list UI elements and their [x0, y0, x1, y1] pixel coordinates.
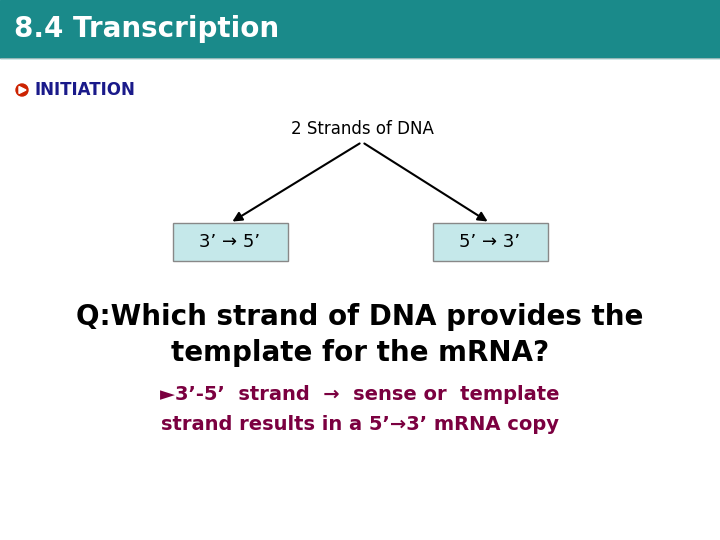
Text: Q:Which strand of DNA provides the: Q:Which strand of DNA provides the [76, 303, 644, 331]
Text: 3’ → 5’: 3’ → 5’ [199, 233, 261, 251]
Bar [0, 0, 720, 58]
Circle shape [16, 84, 28, 96]
Text: 5’ → 3’: 5’ → 3’ [459, 233, 521, 251]
Text: INITIATION: INITIATION [35, 81, 136, 99]
Text: template for the mRNA?: template for the mRNA? [171, 339, 549, 367]
Text: strand results in a 5’→3’ mRNA copy: strand results in a 5’→3’ mRNA copy [161, 415, 559, 434]
Text: 8.4 Transcription: 8.4 Transcription [14, 15, 279, 43]
FancyBboxPatch shape [173, 223, 287, 261]
Text: 2 Strands of DNA: 2 Strands of DNA [291, 120, 433, 138]
Polygon shape [19, 86, 26, 93]
FancyBboxPatch shape [433, 223, 547, 261]
Text: ►3’-5’  strand  →  sense or  template: ►3’-5’ strand → sense or template [161, 385, 559, 404]
